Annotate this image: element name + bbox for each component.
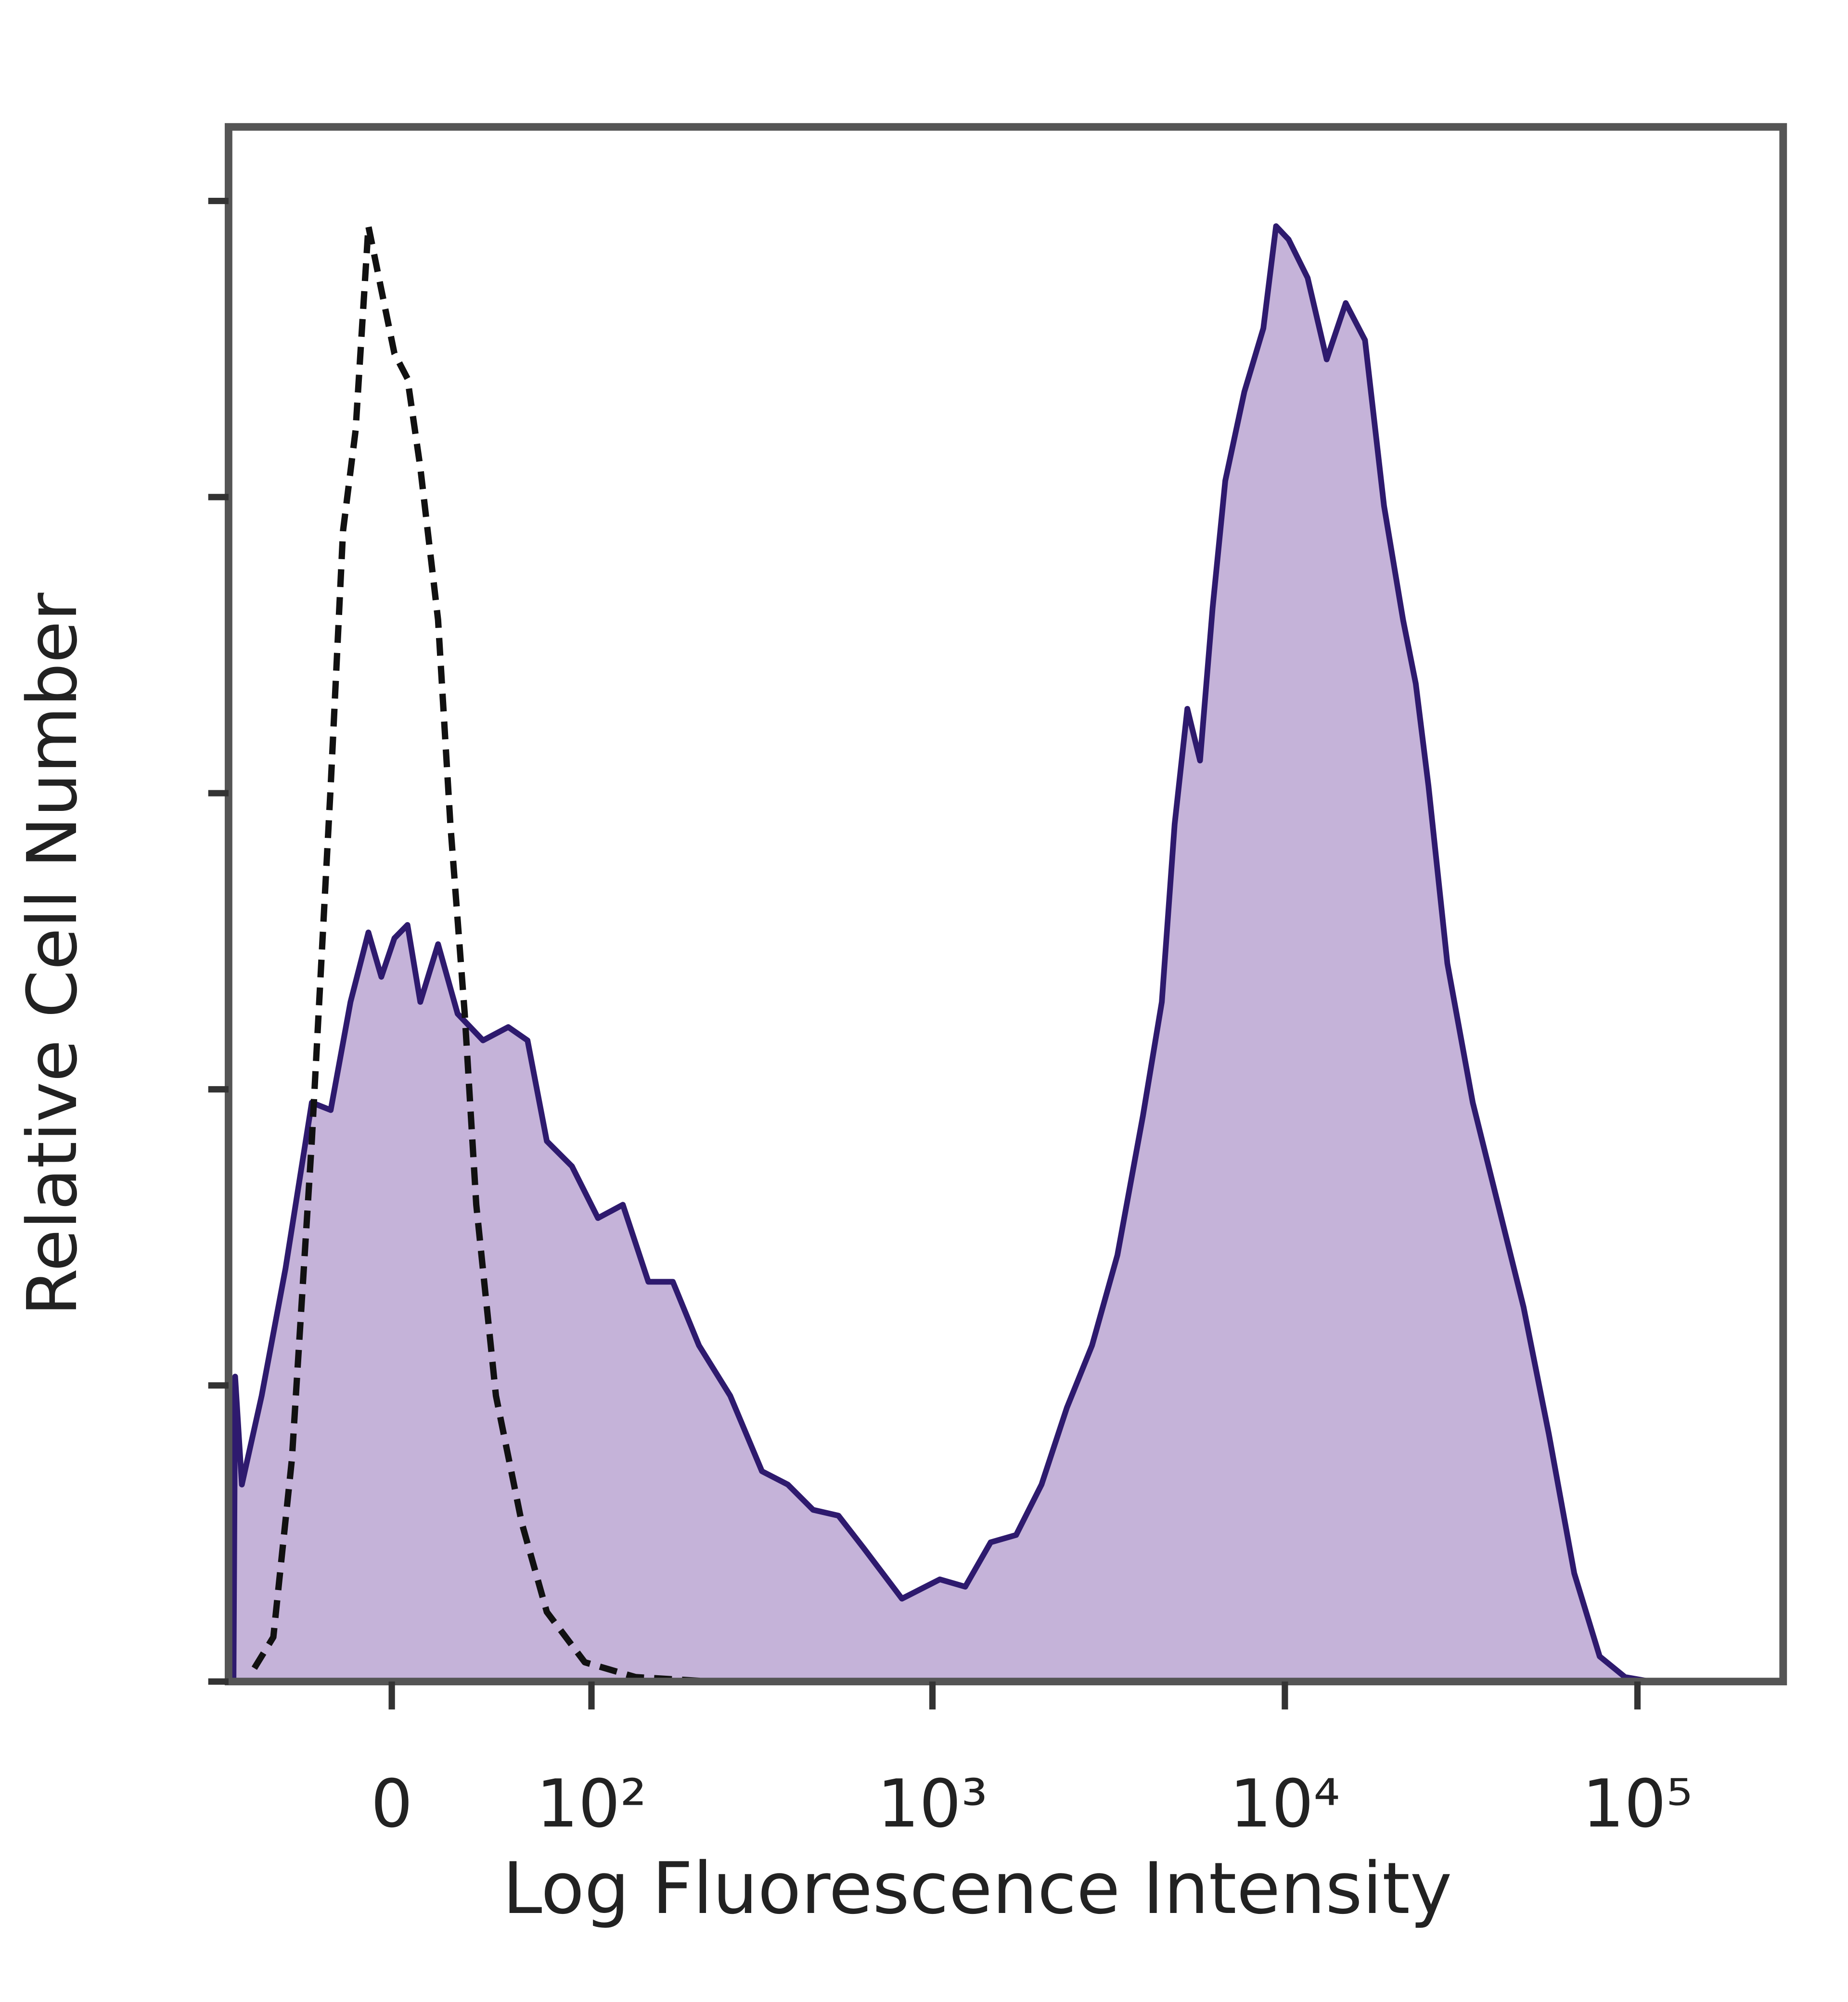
area-fill: [233, 226, 1777, 1682]
histogram-line: [231, 223, 1777, 1685]
x-tick-label: 10³: [877, 1766, 988, 1842]
y-axis-title: Relative Cell Number: [13, 592, 92, 1316]
plot-frame: [224, 123, 1787, 1686]
histogram-line: [251, 223, 1777, 1685]
x-tick-label: 10⁴: [1230, 1766, 1340, 1842]
x-tick-label: 0: [371, 1766, 412, 1842]
x-tick-label: 10⁵: [1582, 1766, 1693, 1842]
x-axis-title: Log Fluorescence Intensity: [502, 1847, 1452, 1930]
x-tick-label: 10²: [536, 1766, 646, 1842]
